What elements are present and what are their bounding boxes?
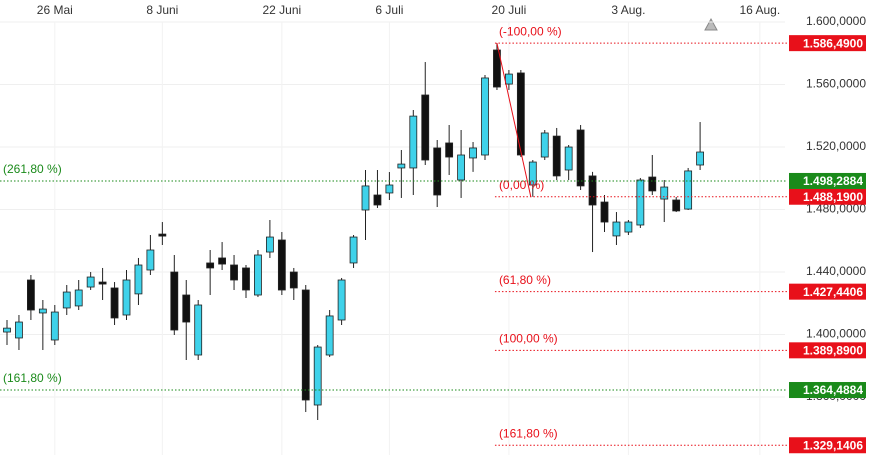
- candle-body: [325, 315, 334, 356]
- level-value-box: [789, 283, 866, 300]
- candle-body: [516, 72, 525, 156]
- level-label: (-100,00 %): [499, 24, 562, 38]
- candle-body: [3, 327, 11, 333]
- level-value: 1.498,2884: [803, 174, 863, 188]
- candle-body: [624, 221, 633, 233]
- candle-body: [576, 129, 585, 187]
- candle-body: [421, 94, 430, 161]
- candle-body: [182, 294, 191, 323]
- candle-body: [62, 291, 71, 309]
- candle-body: [289, 271, 298, 289]
- x-tick-label: 26 Mai: [37, 3, 73, 17]
- level-label: (100,00 %): [499, 332, 558, 346]
- candle-body: [528, 161, 537, 186]
- candle-body: [301, 289, 310, 401]
- x-tick-label: 6 Juli: [375, 3, 403, 17]
- candle-body: [493, 49, 501, 88]
- candle-body: [158, 233, 167, 237]
- candle-body: [552, 135, 561, 177]
- candle-body: [206, 262, 215, 269]
- candle-body: [469, 147, 477, 159]
- fib-trend-line: [496, 43, 532, 197]
- x-tick-label: 20 Juli: [492, 3, 527, 17]
- candle-body: [122, 279, 131, 316]
- x-tick-label: 3 Aug.: [611, 3, 645, 17]
- level-label: (61,80 %): [499, 273, 551, 287]
- y-tick-label: 1.520,0000: [806, 139, 866, 153]
- candle-body: [86, 276, 95, 288]
- level-value-box: [789, 172, 866, 189]
- candle-body: [540, 132, 549, 158]
- level-value-box: [789, 35, 866, 52]
- candle-body: [445, 142, 454, 158]
- level-value-box: [789, 342, 866, 359]
- candle-body: [564, 146, 573, 171]
- candle-body: [194, 304, 203, 356]
- candle-body: [242, 267, 250, 291]
- level-label: (261,80 %): [3, 162, 62, 176]
- level-label: (161,80 %): [3, 371, 62, 385]
- candle-body: [373, 194, 382, 206]
- x-tick-label: 16 Aug.: [739, 3, 780, 17]
- candle-body: [433, 147, 442, 196]
- y-tick-label: 1.400,0000: [806, 327, 866, 341]
- candle-body: [349, 236, 358, 264]
- candle-body: [218, 257, 227, 265]
- candle-body: [409, 115, 418, 169]
- candle-body: [696, 151, 704, 166]
- level-value-box: [789, 437, 866, 454]
- level-label: (161,80 %): [499, 426, 558, 440]
- y-tick-label: 1.480,0000: [806, 202, 866, 216]
- candle-body: [660, 186, 669, 200]
- candle-body: [254, 254, 262, 296]
- level-value-box: [789, 188, 866, 205]
- candle-body: [38, 308, 47, 314]
- candle-body: [230, 264, 238, 281]
- candle-body: [110, 287, 119, 319]
- candle-body: [146, 249, 155, 271]
- candle-body: [481, 77, 489, 156]
- candle-body: [504, 73, 513, 85]
- candle-body: [588, 175, 597, 206]
- candle-body: [636, 179, 645, 226]
- candle-body: [684, 170, 693, 210]
- level-value: 1.586,4900: [803, 36, 863, 50]
- candle-body: [612, 221, 621, 237]
- x-tick-label: 8 Juni: [146, 3, 178, 17]
- candle-body: [672, 199, 681, 212]
- level-value: 1.389,8900: [803, 344, 863, 358]
- candle-body: [50, 311, 59, 341]
- candle-body: [337, 279, 346, 321]
- candle-body: [313, 346, 322, 406]
- candle-body: [397, 163, 406, 169]
- candle-body: [600, 201, 609, 223]
- level-label: (0,00 %): [499, 178, 544, 192]
- candle-body: [457, 154, 466, 181]
- level-value: 1.488,1900: [803, 190, 863, 204]
- level-value: 1.329,1406: [803, 438, 863, 452]
- candle-body: [361, 185, 370, 211]
- x-tick-label: 22 Juni: [262, 3, 301, 17]
- y-tick-label: 1.560,0000: [806, 77, 866, 91]
- candle-body: [98, 281, 107, 285]
- level-value: 1.364,4884: [803, 383, 863, 397]
- candle-body: [648, 176, 657, 192]
- level-value: 1.427,4406: [803, 285, 863, 299]
- candle-body: [170, 271, 179, 331]
- candle-body: [134, 264, 143, 295]
- level-value-box: [789, 382, 866, 399]
- candle-body: [74, 289, 83, 307]
- scroll-icon[interactable]: [704, 17, 718, 31]
- candle-body: [385, 184, 394, 194]
- candle-body: [277, 239, 286, 291]
- y-tick-label: 1.600,0000: [806, 14, 866, 28]
- y-tick-label: 1.440,0000: [806, 264, 866, 278]
- candle-body: [26, 279, 35, 311]
- candle-body: [15, 321, 23, 339]
- candle-body: [265, 236, 274, 253]
